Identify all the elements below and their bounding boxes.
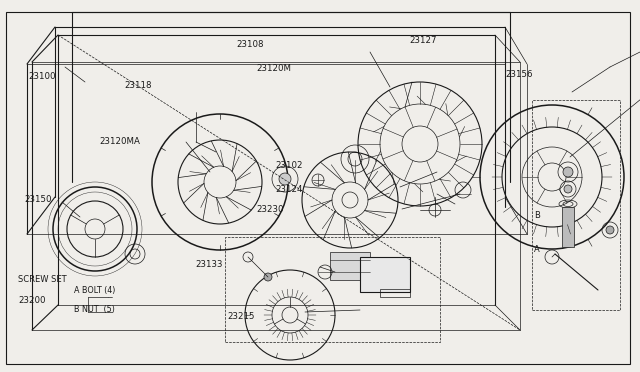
Circle shape (563, 167, 573, 177)
Text: A: A (534, 246, 540, 254)
Circle shape (264, 273, 272, 281)
Text: A BOLT (4): A BOLT (4) (74, 286, 115, 295)
Circle shape (279, 173, 291, 185)
Bar (225, 237, 440, 342)
Text: 23124: 23124 (275, 185, 303, 194)
Bar (330, 252, 370, 280)
Bar (360, 257, 410, 292)
Text: 23118: 23118 (125, 81, 152, 90)
Text: 23230: 23230 (256, 205, 284, 214)
Text: 23102: 23102 (275, 161, 303, 170)
Text: 23200: 23200 (18, 296, 45, 305)
Bar (375, 257, 400, 277)
Text: 23156: 23156 (506, 70, 533, 79)
Text: 23150: 23150 (24, 195, 52, 203)
Text: 23215: 23215 (227, 312, 255, 321)
Text: SCREW SET: SCREW SET (18, 275, 67, 284)
Text: 23100: 23100 (29, 72, 56, 81)
Circle shape (564, 185, 572, 193)
Text: 23120M: 23120M (256, 64, 291, 73)
Text: 23133: 23133 (195, 260, 223, 269)
Bar (532, 100, 620, 310)
Text: 23120MA: 23120MA (99, 137, 140, 146)
Bar (380, 289, 410, 297)
Text: B: B (534, 211, 540, 219)
Text: B NUT  (5): B NUT (5) (74, 305, 115, 314)
Text: 23108: 23108 (237, 40, 264, 49)
Bar (562, 207, 574, 247)
Text: 23127: 23127 (410, 36, 437, 45)
Circle shape (606, 226, 614, 234)
